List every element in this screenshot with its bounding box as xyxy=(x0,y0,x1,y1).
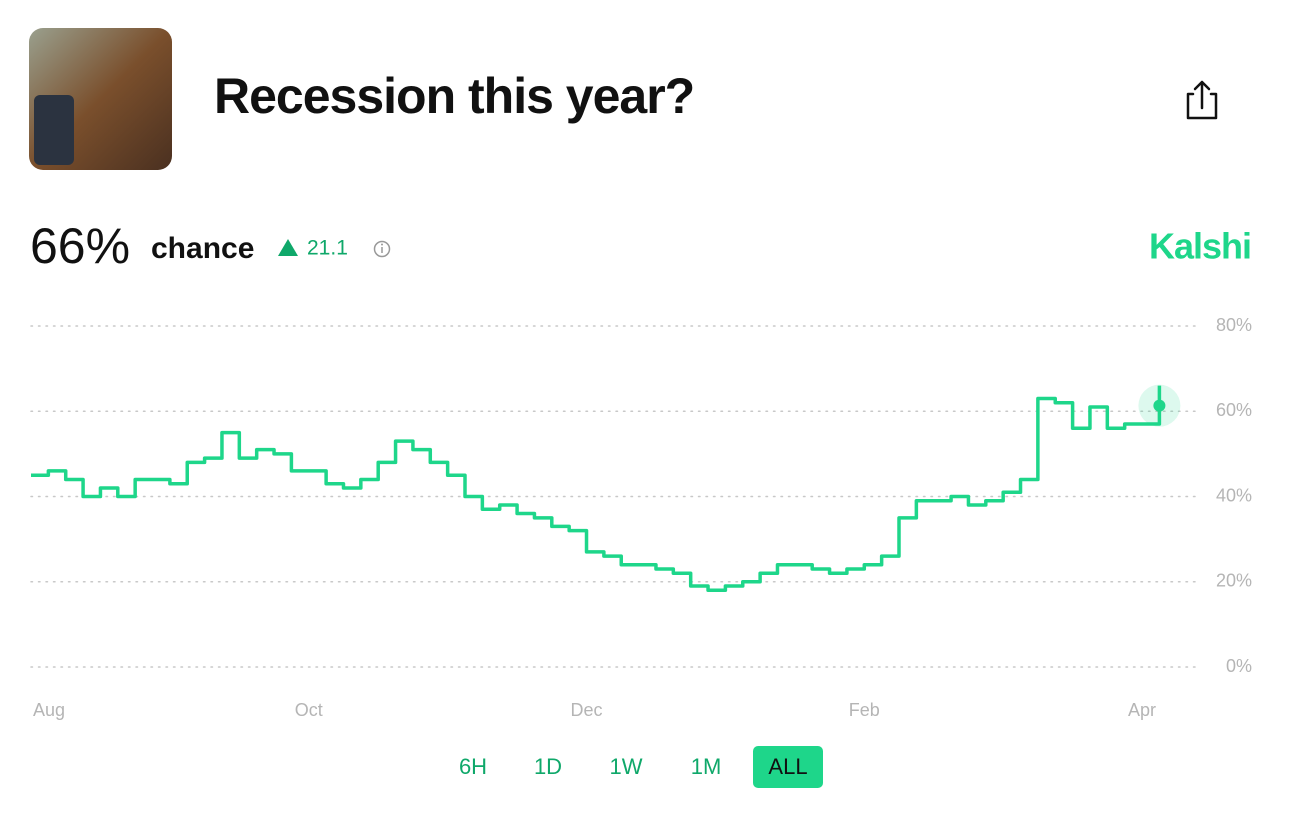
chance-value: 66% xyxy=(30,218,130,274)
info-icon[interactable] xyxy=(373,240,391,258)
range-button[interactable]: 1D xyxy=(534,754,562,779)
share-button[interactable] xyxy=(1186,80,1218,120)
brand: Kalshi xyxy=(1149,226,1251,267)
x-tick-label: Apr xyxy=(1128,700,1156,720)
y-tick-label: 20% xyxy=(1216,571,1252,591)
market-title: Recession this year? xyxy=(214,68,694,124)
range-button[interactable]: 6H xyxy=(459,754,487,779)
chart: 0% 20% 40% 60% 80% Aug Oct Dec Feb Apr xyxy=(30,315,1252,720)
x-tick-label: Oct xyxy=(295,700,323,720)
y-tick-label: 40% xyxy=(1216,485,1252,505)
y-tick-label: 80% xyxy=(1216,315,1252,335)
change-value: 21.1 xyxy=(307,237,348,260)
range-button[interactable]: ALL xyxy=(768,754,807,779)
chance-label: chance xyxy=(151,232,254,265)
x-tick-label: Dec xyxy=(571,700,603,720)
change-arrow xyxy=(278,239,298,256)
range-buttons: 6H 1D 1W 1M ALL xyxy=(459,746,823,788)
price-line xyxy=(31,385,1162,593)
range-button-active[interactable] xyxy=(753,746,823,788)
x-tick-label: Feb xyxy=(849,700,880,720)
x-tick-label: Aug xyxy=(33,700,65,720)
y-tick-label: 60% xyxy=(1216,400,1252,420)
y-tick-label: 0% xyxy=(1226,656,1252,676)
range-button[interactable]: 1W xyxy=(610,754,643,779)
current-dot xyxy=(1153,399,1166,412)
market-image-figure xyxy=(34,95,74,165)
range-button[interactable]: 1M xyxy=(691,754,722,779)
